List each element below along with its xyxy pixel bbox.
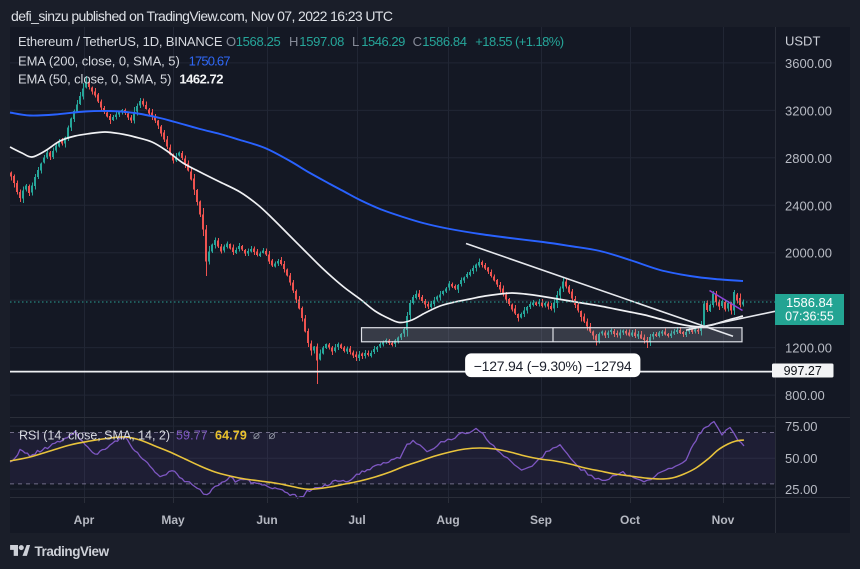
svg-text:1586.84: 1586.84 — [786, 295, 833, 310]
svg-text:997.27: 997.27 — [784, 364, 822, 378]
svg-text:L: L — [352, 34, 359, 49]
svg-text:Jul: Jul — [348, 513, 365, 527]
svg-text:1462.72: 1462.72 — [179, 72, 223, 87]
svg-text:75.00: 75.00 — [785, 419, 818, 434]
svg-text:25.00: 25.00 — [785, 482, 818, 497]
svg-text:EMA (50, close, 0, SMA, 5): EMA (50, close, 0, SMA, 5) — [18, 72, 172, 87]
svg-text:64.79: 64.79 — [215, 429, 247, 443]
svg-text:2000.00: 2000.00 — [785, 246, 832, 261]
svg-text:07:36:55: 07:36:55 — [785, 310, 834, 324]
svg-text:C: C — [413, 34, 422, 49]
svg-text:Nov: Nov — [712, 513, 735, 527]
svg-text:1597.08: 1597.08 — [299, 34, 344, 49]
svg-text:3200.00: 3200.00 — [785, 103, 832, 118]
svg-text:50.00: 50.00 — [785, 451, 818, 466]
svg-text:H: H — [289, 34, 298, 49]
svg-text:+18.55 (+1.18%): +18.55 (+1.18%) — [475, 34, 564, 49]
svg-text:⌀: ⌀ — [253, 430, 260, 442]
svg-text:defi_sinzu published on Tradin: defi_sinzu published on TradingView.com,… — [11, 8, 393, 24]
svg-text:1750.67: 1750.67 — [189, 54, 231, 69]
svg-text:Oct: Oct — [620, 513, 640, 527]
svg-text:RSI (14, close, SMA, 14, 2): RSI (14, close, SMA, 14, 2) — [19, 429, 170, 443]
svg-text:59.77: 59.77 — [176, 429, 208, 443]
svg-text:2400.00: 2400.00 — [785, 198, 832, 213]
svg-text:2800.00: 2800.00 — [785, 151, 832, 166]
svg-text:3600.00: 3600.00 — [785, 56, 832, 71]
svg-text:800.00: 800.00 — [785, 388, 825, 403]
svg-text:Ethereum / TetherUS, 1D, BINAN: Ethereum / TetherUS, 1D, BINANCE — [18, 34, 223, 49]
svg-text:⌀: ⌀ — [269, 430, 276, 442]
svg-text:TradingView: TradingView — [35, 544, 110, 559]
svg-text:1546.29: 1546.29 — [361, 34, 405, 49]
svg-text:1200.00: 1200.00 — [785, 341, 832, 356]
svg-text:Sep: Sep — [530, 513, 552, 527]
svg-text:May: May — [161, 513, 185, 527]
svg-text:O: O — [226, 34, 236, 49]
svg-text:−127.94 (−9.30%) −12794: −127.94 (−9.30%) −12794 — [474, 358, 632, 374]
svg-text:Apr: Apr — [74, 513, 95, 527]
svg-text:Aug: Aug — [436, 513, 459, 527]
svg-text:1568.25: 1568.25 — [236, 34, 281, 49]
svg-text:Jun: Jun — [256, 513, 277, 527]
svg-text:USDT: USDT — [785, 34, 820, 49]
svg-text:1586.84: 1586.84 — [422, 34, 467, 49]
svg-text:EMA (200, close, 0, SMA, 5): EMA (200, close, 0, SMA, 5) — [18, 54, 180, 69]
